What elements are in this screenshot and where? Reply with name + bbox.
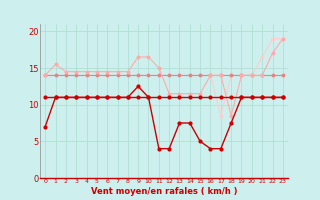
X-axis label: Vent moyen/en rafales ( km/h ): Vent moyen/en rafales ( km/h ) [91,187,237,196]
